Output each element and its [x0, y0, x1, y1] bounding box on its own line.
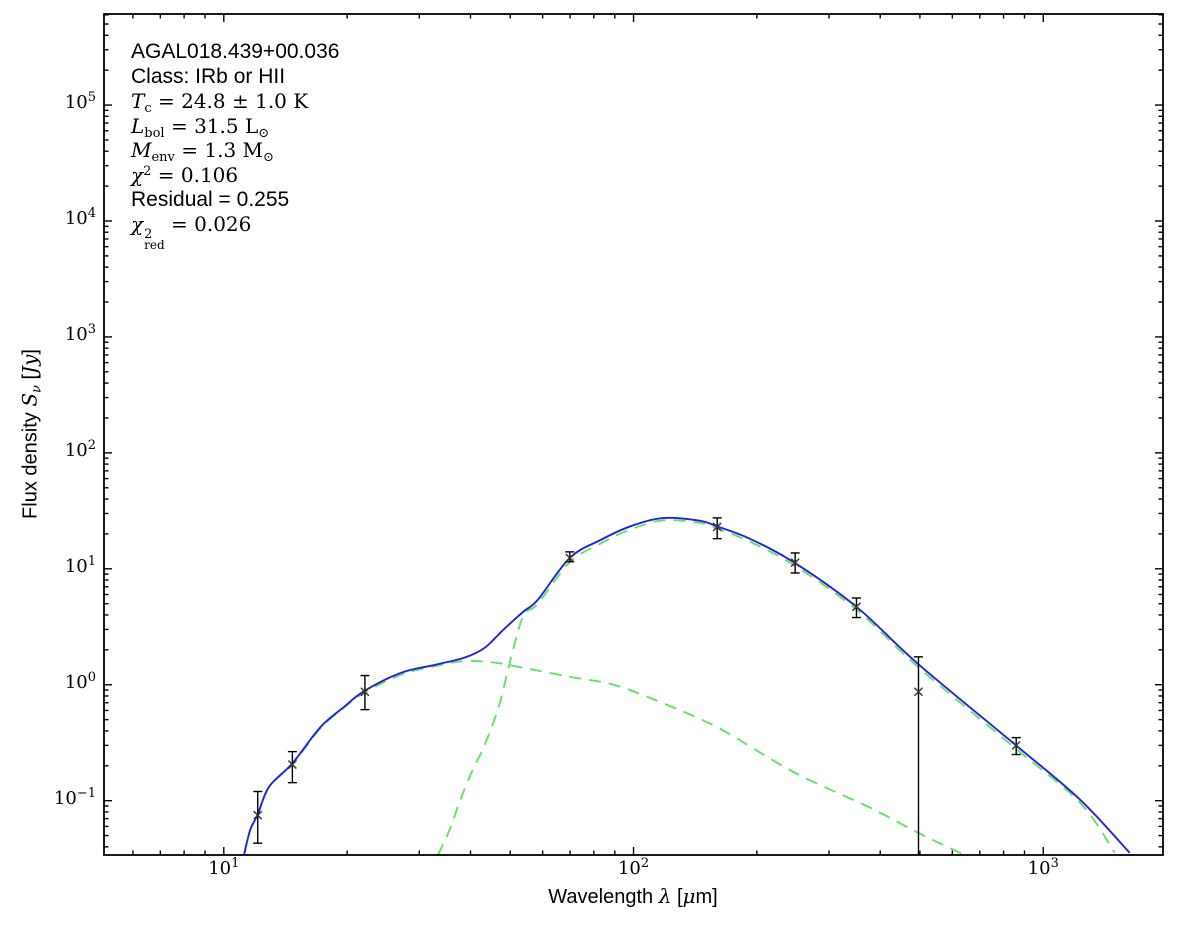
x-marker	[360, 687, 370, 697]
x-marker	[790, 558, 800, 568]
axes-frame	[103, 13, 1164, 856]
x-marker	[253, 810, 263, 820]
total-fit-curve	[243, 516, 1131, 855]
cold-component-fit-curve	[437, 519, 1116, 855]
x-marker	[565, 553, 575, 563]
x-marker	[287, 760, 297, 770]
x-marker	[1011, 740, 1021, 750]
fit-curves	[243, 516, 1131, 855]
error-bars	[253, 517, 1021, 855]
axis-ticks	[104, 14, 1163, 855]
data-markers	[253, 522, 1021, 820]
warm-component-fit-curve	[243, 659, 966, 855]
x-marker	[851, 602, 861, 612]
x-marker	[913, 687, 924, 697]
x-marker	[712, 522, 722, 532]
